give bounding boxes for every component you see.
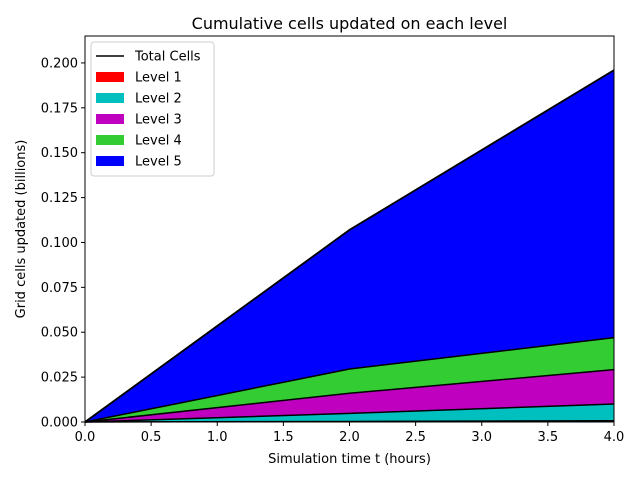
legend-label: Level 4 (135, 134, 182, 149)
legend-label: Total Cells (134, 50, 201, 65)
y-tick-label: 0.100 (41, 236, 78, 251)
x-tick-label: 0.5 (141, 430, 162, 445)
legend-label: Level 1 (135, 71, 182, 86)
y-tick-label: 0.200 (41, 56, 78, 71)
y-tick-label: 0.000 (41, 416, 78, 431)
boundary-line-3 (84, 368, 615, 423)
area-level-4 (85, 337, 614, 422)
x-tick-label: 4.0 (604, 430, 625, 445)
total-cells-line (84, 69, 615, 423)
legend-swatch-level-4 (96, 135, 124, 145)
x-tick-label: 1.0 (207, 430, 228, 445)
legend: Total Cells Level 1 Level 2 Level 3 Level 4 L… (90, 41, 215, 177)
legend-label: Level 3 (135, 113, 182, 128)
y-tick-label: 0.175 (41, 101, 78, 116)
x-tick-label: 1.5 (273, 430, 294, 445)
y-axis-ticks: 0.000 0.025 0.050 0.075 0.100 0.125 0.150 0.175… (41, 56, 85, 431)
y-tick-label: 0.125 (41, 191, 78, 206)
x-tick-label: 2.5 (405, 430, 426, 445)
area-level-3 (85, 369, 614, 422)
y-tick-label: 0.075 (41, 281, 78, 296)
legend-swatch-level-1 (96, 72, 124, 82)
y-tick-label: 0.050 (41, 326, 78, 341)
legend-swatch-level-5 (96, 156, 124, 166)
boundary-line-2 (84, 403, 615, 423)
x-axis-label: Simulation time t (hours) (268, 452, 431, 467)
y-tick-label: 0.150 (41, 146, 78, 161)
y-axis-label: Grid cells updated (billions) (14, 140, 29, 319)
legend-swatch-level-2 (96, 93, 124, 103)
legend-swatch-level-3 (96, 114, 124, 124)
plot-areas (85, 70, 614, 423)
area-level-5 (85, 70, 614, 423)
x-tick-label: 0.0 (75, 430, 96, 445)
legend-label: Level 2 (135, 92, 182, 107)
legend-label: Level 5 (135, 155, 182, 170)
y-tick-label: 0.025 (41, 371, 78, 386)
area-level-2 (85, 404, 614, 422)
x-tick-label: 3.0 (471, 430, 492, 445)
chart-title: Cumulative cells updated on each level (192, 14, 508, 33)
x-axis-ticks: 0.0 0.5 1.0 1.5 2.0 2.5 3.0 3.5 4.0 (75, 422, 625, 445)
x-tick-label: 2.0 (339, 430, 360, 445)
boundary-line-4 (84, 336, 615, 423)
x-tick-label: 3.5 (538, 430, 559, 445)
